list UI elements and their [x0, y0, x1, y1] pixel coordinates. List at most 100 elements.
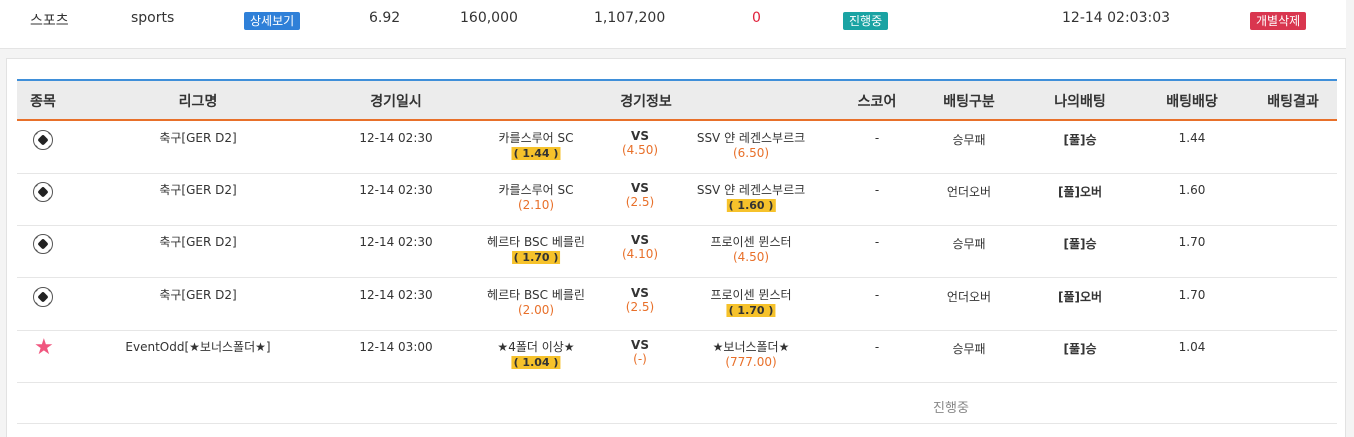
match-datetime: 12-14 03:00: [359, 340, 433, 354]
home-odds: (2.00): [517, 303, 555, 317]
away-team-name: ★보너스폴더★: [712, 340, 790, 354]
score: -: [874, 131, 880, 145]
home-team-name: ★4폴더 이상★: [497, 340, 575, 354]
summary-total-odds: 6.92: [369, 10, 401, 26]
home-odds: ( 1.04 ): [511, 356, 561, 369]
bet-odds: 1.04: [1178, 340, 1206, 354]
table-row: 축구[GER D2] 12-14 02:30 카를스루어 SC( 1.44 ) VS(…: [17, 121, 1337, 174]
header-sport: 종목: [30, 94, 56, 110]
header-bet-type: 배팅구분: [943, 94, 995, 110]
away-team[interactable]: SSV 얀 레겐스부르크 ( 1.60 ): [697, 181, 805, 212]
away-team-name: SSV 얀 레겐스부르크: [696, 183, 806, 197]
summary-expected-win: 1,107,200: [594, 10, 666, 26]
detail-view-button[interactable]: 상세보기: [244, 12, 301, 30]
summary-sport: 스포츠: [30, 13, 69, 29]
league-name: EventOdd[★보너스폴더★]: [125, 340, 271, 354]
bet-type: 승무패: [952, 342, 986, 356]
away-team-name: SSV 얀 레겐스부르크: [696, 131, 806, 145]
score: -: [874, 183, 880, 197]
status-badge: 진행중: [843, 12, 889, 30]
vs-label: VS: [631, 181, 649, 195]
table-footer: 진행중: [17, 383, 1337, 424]
header-bet-odds: 배팅배당: [1166, 94, 1218, 110]
home-team[interactable]: ★4폴더 이상★ ( 1.04 ): [497, 338, 575, 369]
table-row: 축구[GER D2] 12-14 02:30 헤르타 BSC 베를린 ( 1.70 )…: [17, 225, 1337, 278]
draw-odds: (2.5): [625, 195, 655, 209]
table-row: 축구[GER D2] 12-14 02:30 카를스루어 SC (2.10) VS (2.…: [17, 173, 1337, 226]
away-odds: ( 1.70 ): [726, 304, 776, 317]
bet-odds: 1.44: [1178, 131, 1206, 145]
match-datetime: 12-14 02:30: [359, 183, 433, 197]
league-name: 축구[GER D2]: [159, 288, 237, 302]
draw-odds: (-): [633, 352, 647, 366]
league-name: 축구[GER D2]: [159, 235, 237, 249]
home-team-name: 카를스루어 SC: [498, 131, 574, 145]
draw-vs[interactable]: VS (-): [631, 338, 649, 366]
vs-label: VS: [631, 233, 649, 247]
my-bet: [풀]오버: [1057, 290, 1103, 304]
home-odds: ( 1.44 ): [511, 147, 561, 160]
away-team-name: 프로이센 뮌스터: [710, 288, 792, 302]
score: -: [874, 235, 880, 249]
summary-win-amount: 0: [752, 10, 761, 26]
my-bet: [풀]오버: [1057, 185, 1103, 199]
my-bet: [풀]승: [1063, 342, 1097, 356]
home-team-name: 카를스루어 SC: [498, 183, 574, 197]
away-odds: (777.00): [725, 355, 777, 369]
bet-summary-row: 스포츠 sports 상세보기 6.92 160,000 1,107,200 0…: [0, 0, 1346, 49]
header-my-bet: 나의배팅: [1054, 94, 1106, 110]
soccer-ball-icon: [33, 287, 53, 307]
draw-vs[interactable]: VS (2.5): [626, 286, 654, 314]
vs-label: VS: [631, 286, 649, 300]
away-team[interactable]: 프로이센 뮌스터 (4.50): [710, 233, 791, 264]
home-team[interactable]: 카를스루어 SC ( 1.44 ): [498, 129, 574, 160]
vs-label: VS: [631, 338, 649, 352]
home-odds: (2.10): [517, 198, 555, 212]
away-team[interactable]: SSV 얀 레겐스부르크 (6.50): [697, 129, 805, 160]
delete-button[interactable]: 개별삭제: [1250, 12, 1307, 30]
home-team[interactable]: 헤르타 BSC 베를린 (2.00): [487, 286, 585, 317]
header-league: 리그명: [178, 94, 218, 110]
footer-status: 진행중: [933, 401, 969, 416]
match-datetime: 12-14 02:30: [359, 288, 433, 302]
match-datetime: 12-14 02:30: [359, 235, 433, 249]
score: -: [874, 340, 880, 354]
bet-type: 승무패: [952, 133, 986, 147]
score: -: [874, 288, 880, 302]
bet-type: 언더오버: [946, 185, 992, 199]
away-team[interactable]: ★보너스폴더★ (777.00): [713, 338, 790, 369]
away-team-name: 프로이센 뮌스터: [710, 235, 792, 249]
star-icon: ★: [34, 335, 54, 360]
header-score: 스코어: [857, 94, 897, 110]
summary-type: sports: [131, 10, 175, 26]
league-name: 축구[GER D2]: [159, 183, 237, 197]
my-bet: [풀]승: [1063, 237, 1097, 251]
match-datetime: 12-14 02:30: [359, 131, 433, 145]
table-header: 종목 리그명 경기일시 경기정보 스코어 배팅구분 나의배팅 배팅배당 배팅결과: [17, 79, 1337, 121]
home-odds: ( 1.70 ): [511, 251, 561, 264]
draw-odds: (4.50): [621, 143, 659, 157]
table-row: ★ EventOdd[★보너스폴더★] 12-14 03:00 ★4폴더 이상★ ( 1…: [17, 330, 1337, 383]
draw-vs[interactable]: VS (4.50): [622, 129, 658, 157]
bet-odds: 1.60: [1178, 183, 1206, 197]
home-team[interactable]: 카를스루어 SC (2.10): [498, 181, 573, 212]
away-odds: (6.50): [732, 146, 770, 160]
table-row: 축구[GER D2] 12-14 02:30 헤르타 BSC 베를린 (2.00) VS…: [17, 278, 1337, 331]
header-bet-result: 배팅결과: [1267, 94, 1319, 110]
away-team[interactable]: 프로이센 뮌스터 ( 1.70 ): [710, 286, 792, 317]
vs-label: VS: [631, 129, 649, 143]
away-odds: (4.50): [732, 250, 770, 264]
bet-odds: 1.70: [1178, 235, 1206, 249]
draw-vs[interactable]: VS (2.5): [626, 181, 654, 209]
bet-type: 언더오버: [946, 290, 992, 304]
bet-type: 승무패: [952, 237, 986, 251]
bet-odds: 1.70: [1178, 288, 1206, 302]
soccer-ball-icon: [33, 234, 53, 254]
summary-datetime: 12-14 02:03:03: [1062, 10, 1171, 26]
home-team-name: 헤르타 BSC 베를린: [487, 288, 585, 302]
soccer-ball-icon: [33, 182, 53, 202]
draw-vs[interactable]: VS (4.10): [622, 233, 658, 261]
draw-odds: (2.5): [625, 300, 655, 314]
header-datetime: 경기일시: [370, 94, 422, 110]
home-team[interactable]: 헤르타 BSC 베를린 ( 1.70 ): [487, 233, 585, 264]
